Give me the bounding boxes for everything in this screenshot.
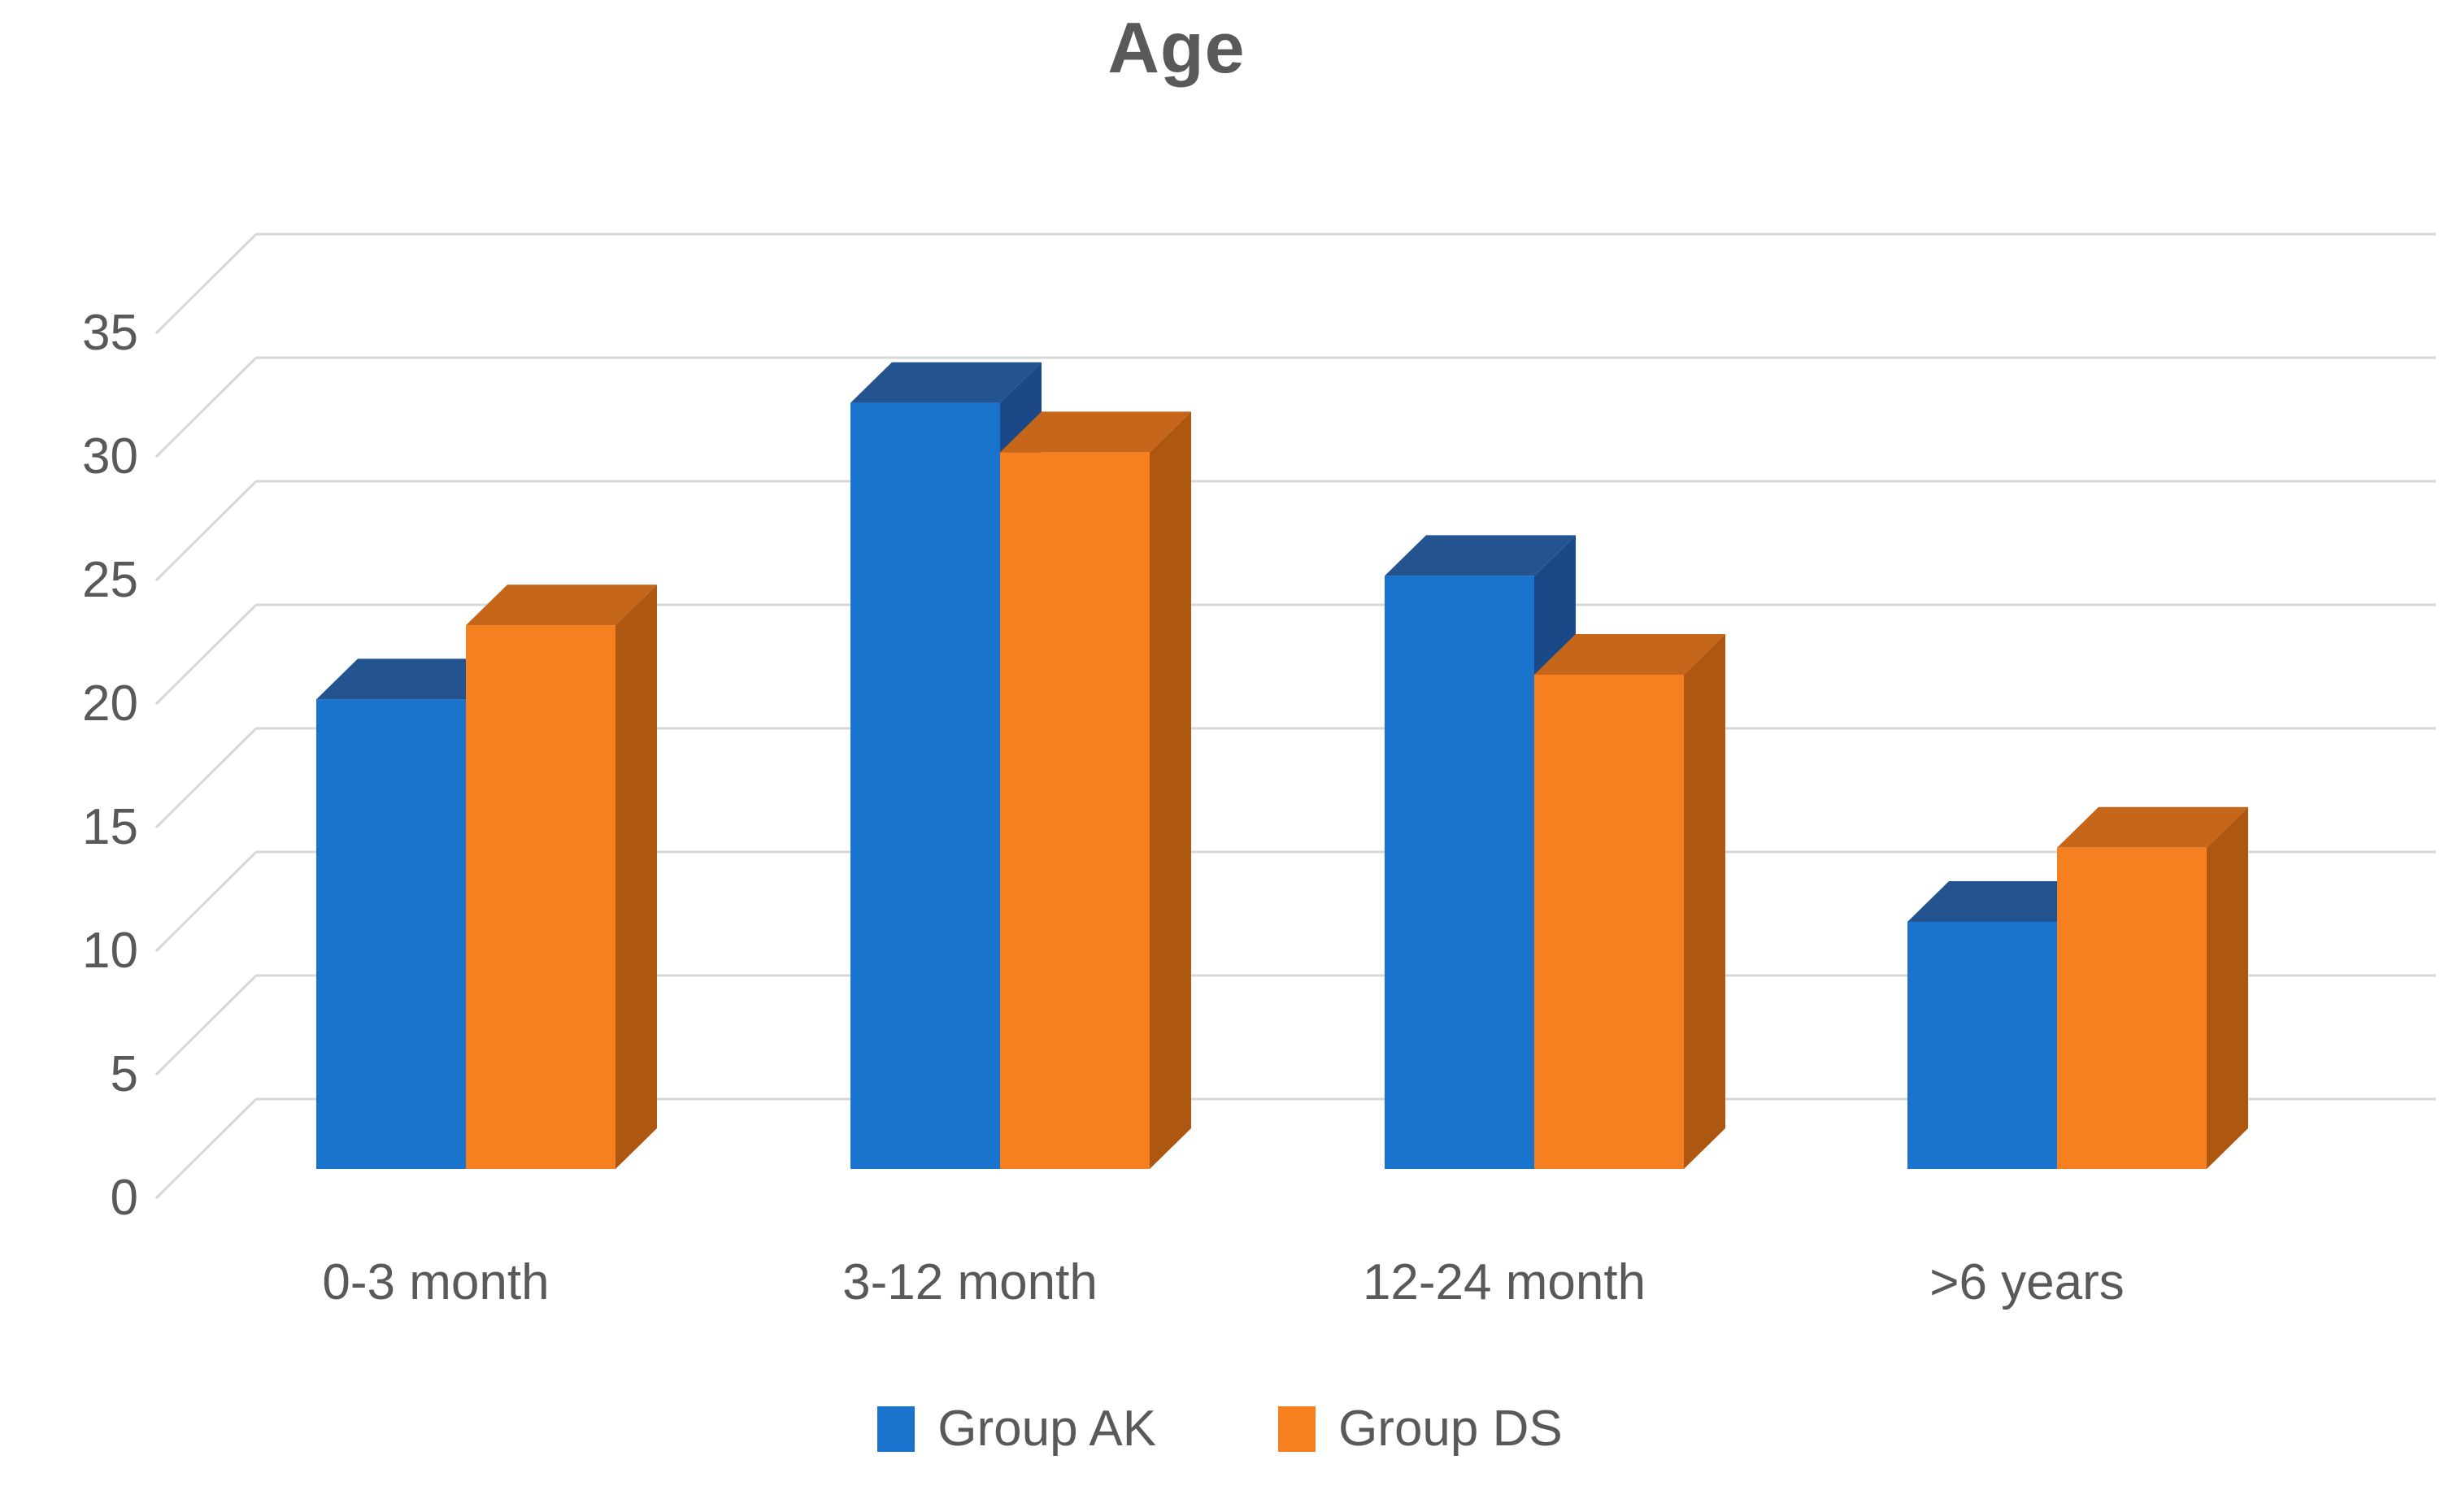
legend-swatch-ds-icon bbox=[1278, 1406, 1316, 1452]
gridline-depth-connector-15 bbox=[154, 727, 258, 829]
x-axis-category-label-0: 0-3 month bbox=[322, 1254, 549, 1310]
legend-label-group-ak: Group AK bbox=[937, 1401, 1157, 1457]
y-axis-tick-label-30: 30 bbox=[82, 428, 138, 484]
bar-group-ak-category-0-front-face[interactable] bbox=[316, 699, 466, 1169]
gridline-depth-connector-10 bbox=[154, 850, 258, 953]
bar-group-ak-category-2-front-face[interactable] bbox=[1385, 576, 1534, 1169]
bar-group-ds-category-3-top-face[interactable] bbox=[2057, 806, 2248, 848]
bar-group-ak-category-1-front-face[interactable] bbox=[850, 402, 1000, 1170]
y-axis-tick-label-10: 10 bbox=[82, 923, 138, 979]
y-axis-tick-label-25: 25 bbox=[82, 552, 138, 608]
bar-group-ds-category-1-top-face[interactable] bbox=[1000, 411, 1191, 453]
bar-group-ds-category-3-side-face[interactable] bbox=[2207, 806, 2248, 1169]
bar-group-ds-category-0-top-face[interactable] bbox=[466, 584, 657, 626]
x-axis-category-label-2: 12-24 month bbox=[1363, 1254, 1646, 1310]
y-axis-tick-label-0: 0 bbox=[111, 1170, 138, 1226]
y-axis-tick-label-15: 15 bbox=[82, 799, 138, 855]
bar-group-ak-category-1-top-face[interactable] bbox=[850, 362, 1042, 403]
bar-group-ds-category-0-front-face[interactable] bbox=[466, 625, 615, 1169]
gridline-depth-connector-5 bbox=[154, 974, 258, 1076]
bar-group-ds-category-2-side-face[interactable] bbox=[1684, 634, 1725, 1169]
bar-group-ds-category-3-front-face[interactable] bbox=[2057, 847, 2207, 1169]
legend-item-group-ds[interactable]: Group DS bbox=[1278, 1400, 1563, 1458]
gridline-depth-connector-35 bbox=[154, 232, 258, 335]
legend-swatch-ak-icon bbox=[877, 1406, 916, 1452]
bar-group-ak-category-3-top-face[interactable] bbox=[1907, 881, 2099, 922]
bar-group-ds-category-1-front-face[interactable] bbox=[1000, 452, 1150, 1169]
bar-group-ak-category-2-top-face[interactable] bbox=[1385, 535, 1576, 576]
gridline-depth-connector-20 bbox=[154, 603, 258, 706]
bar-group-ds-category-2-top-face[interactable] bbox=[1534, 634, 1725, 675]
bar-group-ds-category-2-front-face[interactable] bbox=[1534, 675, 1684, 1169]
y-axis-tick-label-20: 20 bbox=[82, 676, 138, 732]
x-axis-category-label-3: >6 years bbox=[1929, 1254, 2125, 1310]
chart-title: Age bbox=[1107, 7, 1246, 88]
y-axis-tick-label-35: 35 bbox=[82, 305, 138, 361]
bar-group-ds-category-1-side-face[interactable] bbox=[1150, 411, 1191, 1169]
x-axis-category-label-1: 3-12 month bbox=[842, 1254, 1098, 1310]
y-axis-tick-label-5: 5 bbox=[111, 1046, 138, 1102]
bar-group-ak-category-3-front-face[interactable] bbox=[1907, 922, 2057, 1169]
legend: Group AK Group DS bbox=[0, 1400, 2440, 1458]
bar-group-ak-category-0-top-face[interactable] bbox=[316, 658, 507, 700]
legend-label-group-ds: Group DS bbox=[1338, 1401, 1563, 1457]
legend-item-group-ak[interactable]: Group AK bbox=[877, 1400, 1156, 1458]
gridline-depth-connector-0 bbox=[154, 1097, 258, 1200]
gridline-depth-connector-30 bbox=[154, 356, 258, 458]
bar-group-ds-category-0-side-face[interactable] bbox=[615, 584, 657, 1169]
gridline-depth-connector-25 bbox=[154, 480, 258, 582]
